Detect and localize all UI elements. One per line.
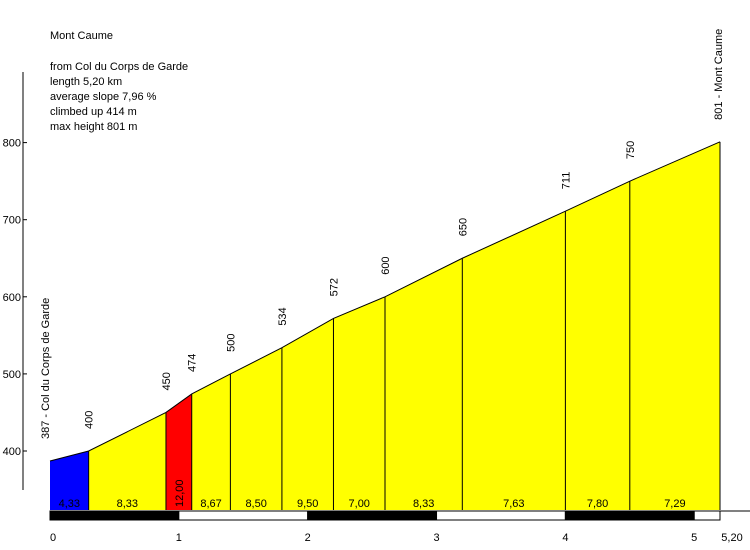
distance-scale-block [564, 510, 695, 521]
elevation-label: 650 [457, 218, 469, 236]
x-tick-label: 0 [50, 532, 56, 544]
profile-segment [50, 451, 89, 510]
x-tick-label: 1 [176, 532, 182, 544]
elevation-label: 534 [277, 307, 289, 325]
slope-label: 8,33 [117, 498, 138, 510]
x-tick-label: 2 [305, 532, 311, 544]
y-tick-label: 800 [3, 138, 21, 150]
profile-segment [385, 258, 463, 510]
elevation-label: 474 [187, 354, 199, 372]
profile-segment [88, 412, 166, 510]
elevation-label: 750 [625, 141, 637, 159]
profile-segment [191, 373, 231, 510]
distance-scale-block [49, 510, 180, 521]
elevation-label: 387 - Col du Corps de Garde [40, 298, 52, 439]
route-length: length 5,20 km [50, 76, 123, 88]
profile-segment [565, 181, 630, 510]
route-max-height: max height 801 m [50, 121, 138, 133]
distance-scale-block [693, 510, 721, 521]
x-tick-label: 5 [691, 532, 697, 544]
y-tick-label: 700 [3, 215, 21, 227]
distance-scale-block [178, 510, 309, 521]
route-start: from Col du Corps de Garde [50, 61, 189, 73]
profile-segment [230, 347, 282, 510]
slope-label: 8,50 [245, 498, 266, 510]
route-average-slope: average slope 7,96 % [50, 91, 157, 103]
slope-label: 7,29 [664, 498, 685, 510]
slope-label: 8,33 [413, 498, 434, 510]
x-tick-label: 5,20 [721, 532, 742, 544]
route-title: Mont Caume [50, 30, 113, 42]
slope-label: 7,80 [587, 498, 608, 510]
slope-label: 7,00 [349, 498, 370, 510]
slope-label: 4,33 [59, 498, 80, 510]
route-climbed: climbed up 414 m [50, 106, 137, 118]
slope-label: 8,67 [200, 498, 221, 510]
elevation-label: 400 [84, 411, 96, 429]
elevation-label: 600 [380, 256, 392, 274]
distance-scale-block [436, 510, 566, 521]
y-tick-label: 600 [3, 292, 21, 304]
profile-line [49, 141, 721, 462]
profile-segment [333, 296, 385, 510]
y-tick-label: 500 [3, 369, 21, 381]
slope-label: 7,63 [503, 498, 524, 510]
profile-segment [281, 318, 334, 510]
slope-label: 12,00 [174, 479, 186, 507]
elevation-label: 801 - Mont Caume [713, 29, 725, 120]
elevation-label: 450 [161, 372, 173, 390]
profile-segment [165, 393, 192, 510]
distance-scale-block [307, 510, 438, 521]
elevation-label: 711 [560, 172, 572, 190]
y-tick-label: 400 [3, 446, 21, 458]
profile-segment [629, 141, 720, 511]
x-tick-label: 4 [562, 532, 568, 544]
x-tick-label: 3 [433, 532, 439, 544]
slope-label: 9,50 [297, 498, 318, 510]
elevation-label: 500 [225, 334, 237, 352]
elevation-label: 572 [328, 278, 340, 296]
profile-segment [462, 211, 566, 510]
